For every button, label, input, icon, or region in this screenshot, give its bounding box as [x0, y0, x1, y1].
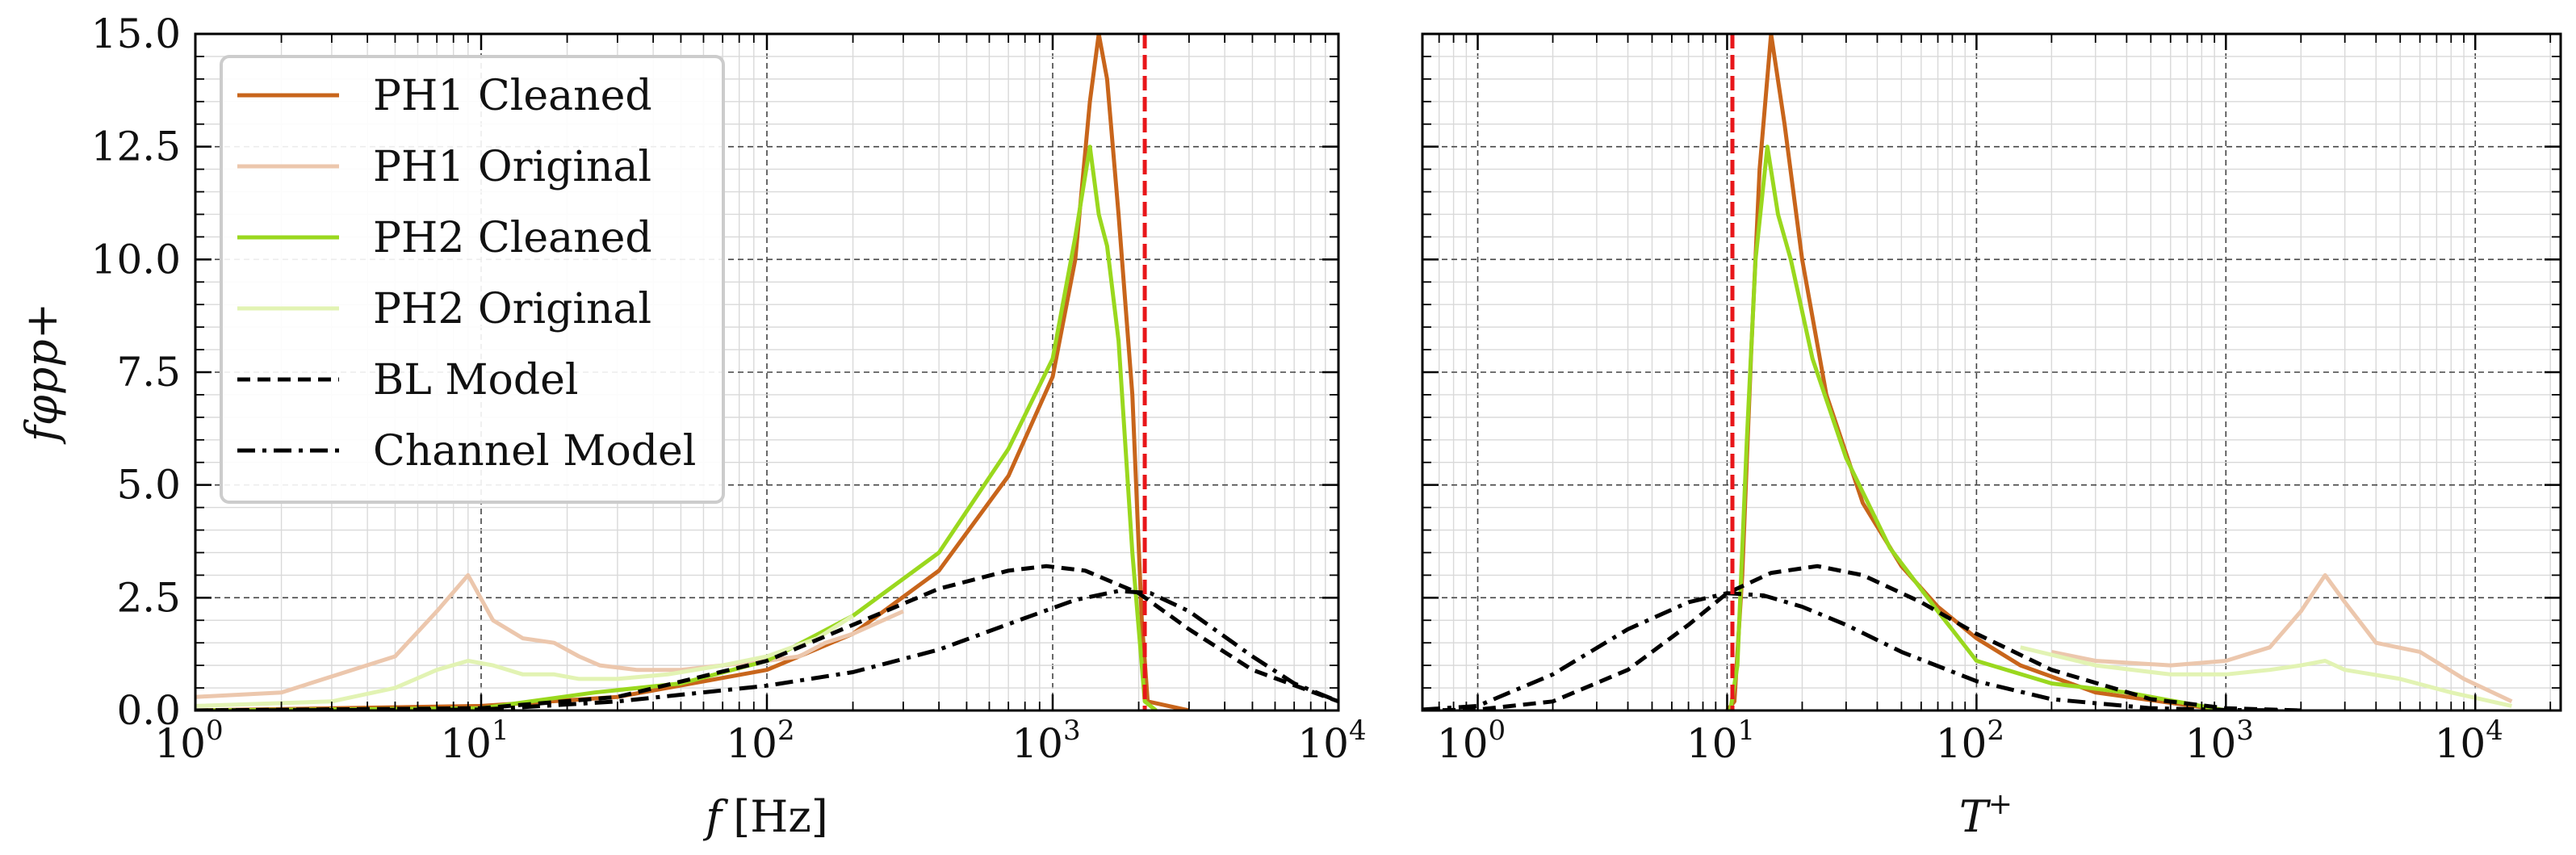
- legend-label: BL Model: [373, 356, 579, 404]
- y-tick-label: 15.0: [91, 10, 181, 57]
- y-tick-label: 12.5: [91, 124, 181, 170]
- left-x-axis-title: f [Hz]: [702, 791, 828, 842]
- y-tick-label: 5.0: [116, 462, 181, 509]
- y-tick-label: 0.0: [116, 687, 181, 734]
- x-tick-label: 102: [1936, 715, 2004, 767]
- right-chart: 100 101 102 103 104 T+: [1421, 32, 2562, 842]
- series-ph2-original: [2020, 645, 2512, 708]
- x-tick-label: 103: [2185, 715, 2254, 767]
- x-tick-label: 102: [726, 715, 794, 767]
- x-tick-label: 104: [1297, 715, 1366, 767]
- left-ticks: [194, 32, 1340, 712]
- legend-label: PH1 Cleaned: [373, 72, 652, 120]
- series-channel-model: [1422, 591, 2302, 710]
- right-x-tick-labels: 100 101 102 103 104: [1437, 715, 2503, 767]
- series-ph1-cleaned: [195, 34, 1190, 710]
- left-chart: 100 101 102 103 104 0.0 2.5 5.0 7.5 10.0 12.5 15.0…: [16, 10, 1367, 842]
- legend-label: PH2 Original: [373, 285, 651, 333]
- legend-label: PH1 Original: [373, 143, 651, 191]
- x-tick-label: 100: [154, 715, 223, 767]
- series-bl-model: [1422, 564, 2302, 710]
- series-ph1-original: [195, 572, 904, 699]
- legend: PH1 Cleaned PH1 Original PH2 Cleaned PH2 Or…: [220, 55, 725, 504]
- series-ph2-original: [195, 614, 854, 708]
- legend-label: PH2 Cleaned: [373, 214, 652, 262]
- series-bl-model: [195, 564, 1338, 710]
- series-channel-model: [195, 589, 1338, 710]
- legend-box: [220, 55, 725, 504]
- x-tick-label: 100: [1437, 715, 1506, 767]
- x-tick-label: 104: [2435, 715, 2503, 767]
- right-series-group: [1422, 34, 2513, 710]
- left-x-tick-labels: 100 101 102 103 104: [154, 715, 1366, 767]
- left-y-tick-labels: 0.0 2.5 5.0 7.5 10.0 12.5 15.0: [91, 10, 181, 734]
- right-plot-frame: [1421, 32, 2562, 712]
- series-ph2-cleaned: [195, 145, 1158, 710]
- left-series-group: [195, 34, 1338, 710]
- left-y-axis-title: fφpp+: [16, 303, 67, 445]
- legend-label: Channel Model: [373, 427, 696, 476]
- y-tick-label: 2.5: [116, 574, 181, 621]
- y-tick-label: 10.0: [91, 236, 181, 283]
- series-ph1-original: [2050, 572, 2513, 704]
- right-grid: [1422, 33, 2561, 711]
- x-tick-label: 101: [440, 715, 509, 767]
- x-tick-label: 103: [1012, 715, 1080, 767]
- y-tick-label: 7.5: [116, 349, 181, 396]
- right-ticks: [1422, 32, 2561, 712]
- x-tick-label: 101: [1686, 715, 1755, 767]
- series-ph2-cleaned: [1728, 145, 2226, 710]
- right-x-axis-title: T+: [1959, 788, 2013, 842]
